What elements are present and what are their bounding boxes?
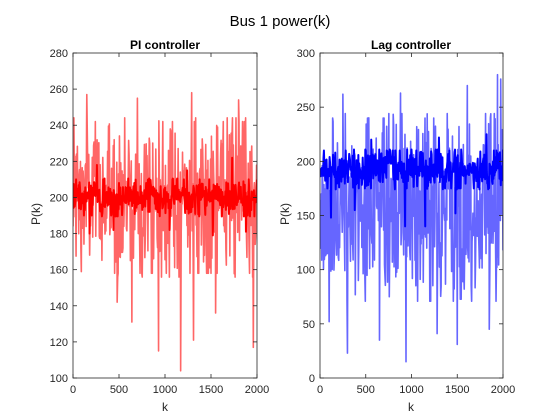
- lag-controller-xtick-label: 2000: [491, 384, 515, 396]
- lag-controller-x-ticks: 0 500 1000 1500 2000: [317, 53, 515, 396]
- pi-controller-ytick-label: 140: [50, 301, 68, 313]
- lag-controller-y-ticks: 0 50 100 150 200 250 300: [297, 48, 503, 385]
- pi-controller-xtick-label: 1500: [199, 384, 223, 396]
- pi-controller-ytick-label: 100: [50, 373, 68, 385]
- lag-controller-ytick-label: 50: [303, 319, 315, 331]
- pi-controller-xlabel: k: [162, 400, 169, 414]
- lag-controller-xtick-label: 0: [317, 384, 323, 396]
- lag-controller-ytick-label: 0: [309, 373, 315, 385]
- lag-controller-ytick-label: 100: [297, 265, 315, 277]
- figure-title: Bus 1 power(k): [230, 13, 331, 30]
- pi-controller-title: PI controller: [130, 38, 200, 52]
- pi-controller-ytick-label: 280: [50, 48, 68, 60]
- lag-controller-xtick-label: 500: [357, 384, 375, 396]
- lag-controller-ytick-label: 150: [297, 211, 315, 223]
- pi-controller-xtick-label: 1000: [153, 384, 177, 396]
- pi-controller-ytick-label: 240: [50, 120, 68, 132]
- lag-controller-title: Lag controller: [371, 38, 451, 52]
- pi-controller-xtick-label: 0: [70, 384, 76, 396]
- lag-controller-ytick-label: 300: [297, 48, 315, 60]
- lag-controller-xlabel: k: [408, 400, 415, 414]
- pi-controller-ylabel: P(k): [29, 203, 43, 225]
- pi-controller-series-2-line: [73, 156, 257, 237]
- pi-controller-ytick-label: 260: [50, 84, 68, 96]
- pi-controller-ytick-label: 120: [50, 337, 68, 349]
- pi-controller-xtick-label: 500: [110, 384, 128, 396]
- pi-controller-ytick-label: 180: [50, 229, 68, 241]
- lag-controller-ytick-label: 200: [297, 156, 315, 168]
- pi-controller-ytick-label: 160: [50, 265, 68, 277]
- pi-controller-xtick-label: 2000: [245, 384, 269, 396]
- pi-controller-x-ticks: 0 500 1000 1500 2000: [70, 53, 269, 396]
- lag-controller-series-2-line: [320, 133, 503, 228]
- pi-controller-y-ticks: 100 120 140 160 180 200 220 240 260 280: [50, 48, 257, 385]
- lag-controller-plot-area: [320, 73, 503, 363]
- pi-controller-ytick-label: 220: [50, 156, 68, 168]
- lag-controller-xtick-label: 1500: [445, 384, 469, 396]
- lag-controller-axes: Lag controller 0 500 1000 1500 2000 0 50 100 15…: [278, 38, 515, 414]
- pi-controller-ytick-label: 200: [50, 192, 68, 204]
- lag-controller-ylabel: P(k): [278, 203, 292, 225]
- lag-controller-series-1-line: [320, 73, 503, 363]
- lag-controller-xtick-label: 1000: [399, 384, 423, 396]
- lag-controller-ytick-label: 250: [297, 102, 315, 114]
- pi-controller-series-1-line: [73, 91, 257, 372]
- pi-controller-plot-area: [73, 91, 257, 372]
- pi-controller-axes: PI controller 0 500 1000 1500 2000 100 120 140…: [29, 38, 269, 414]
